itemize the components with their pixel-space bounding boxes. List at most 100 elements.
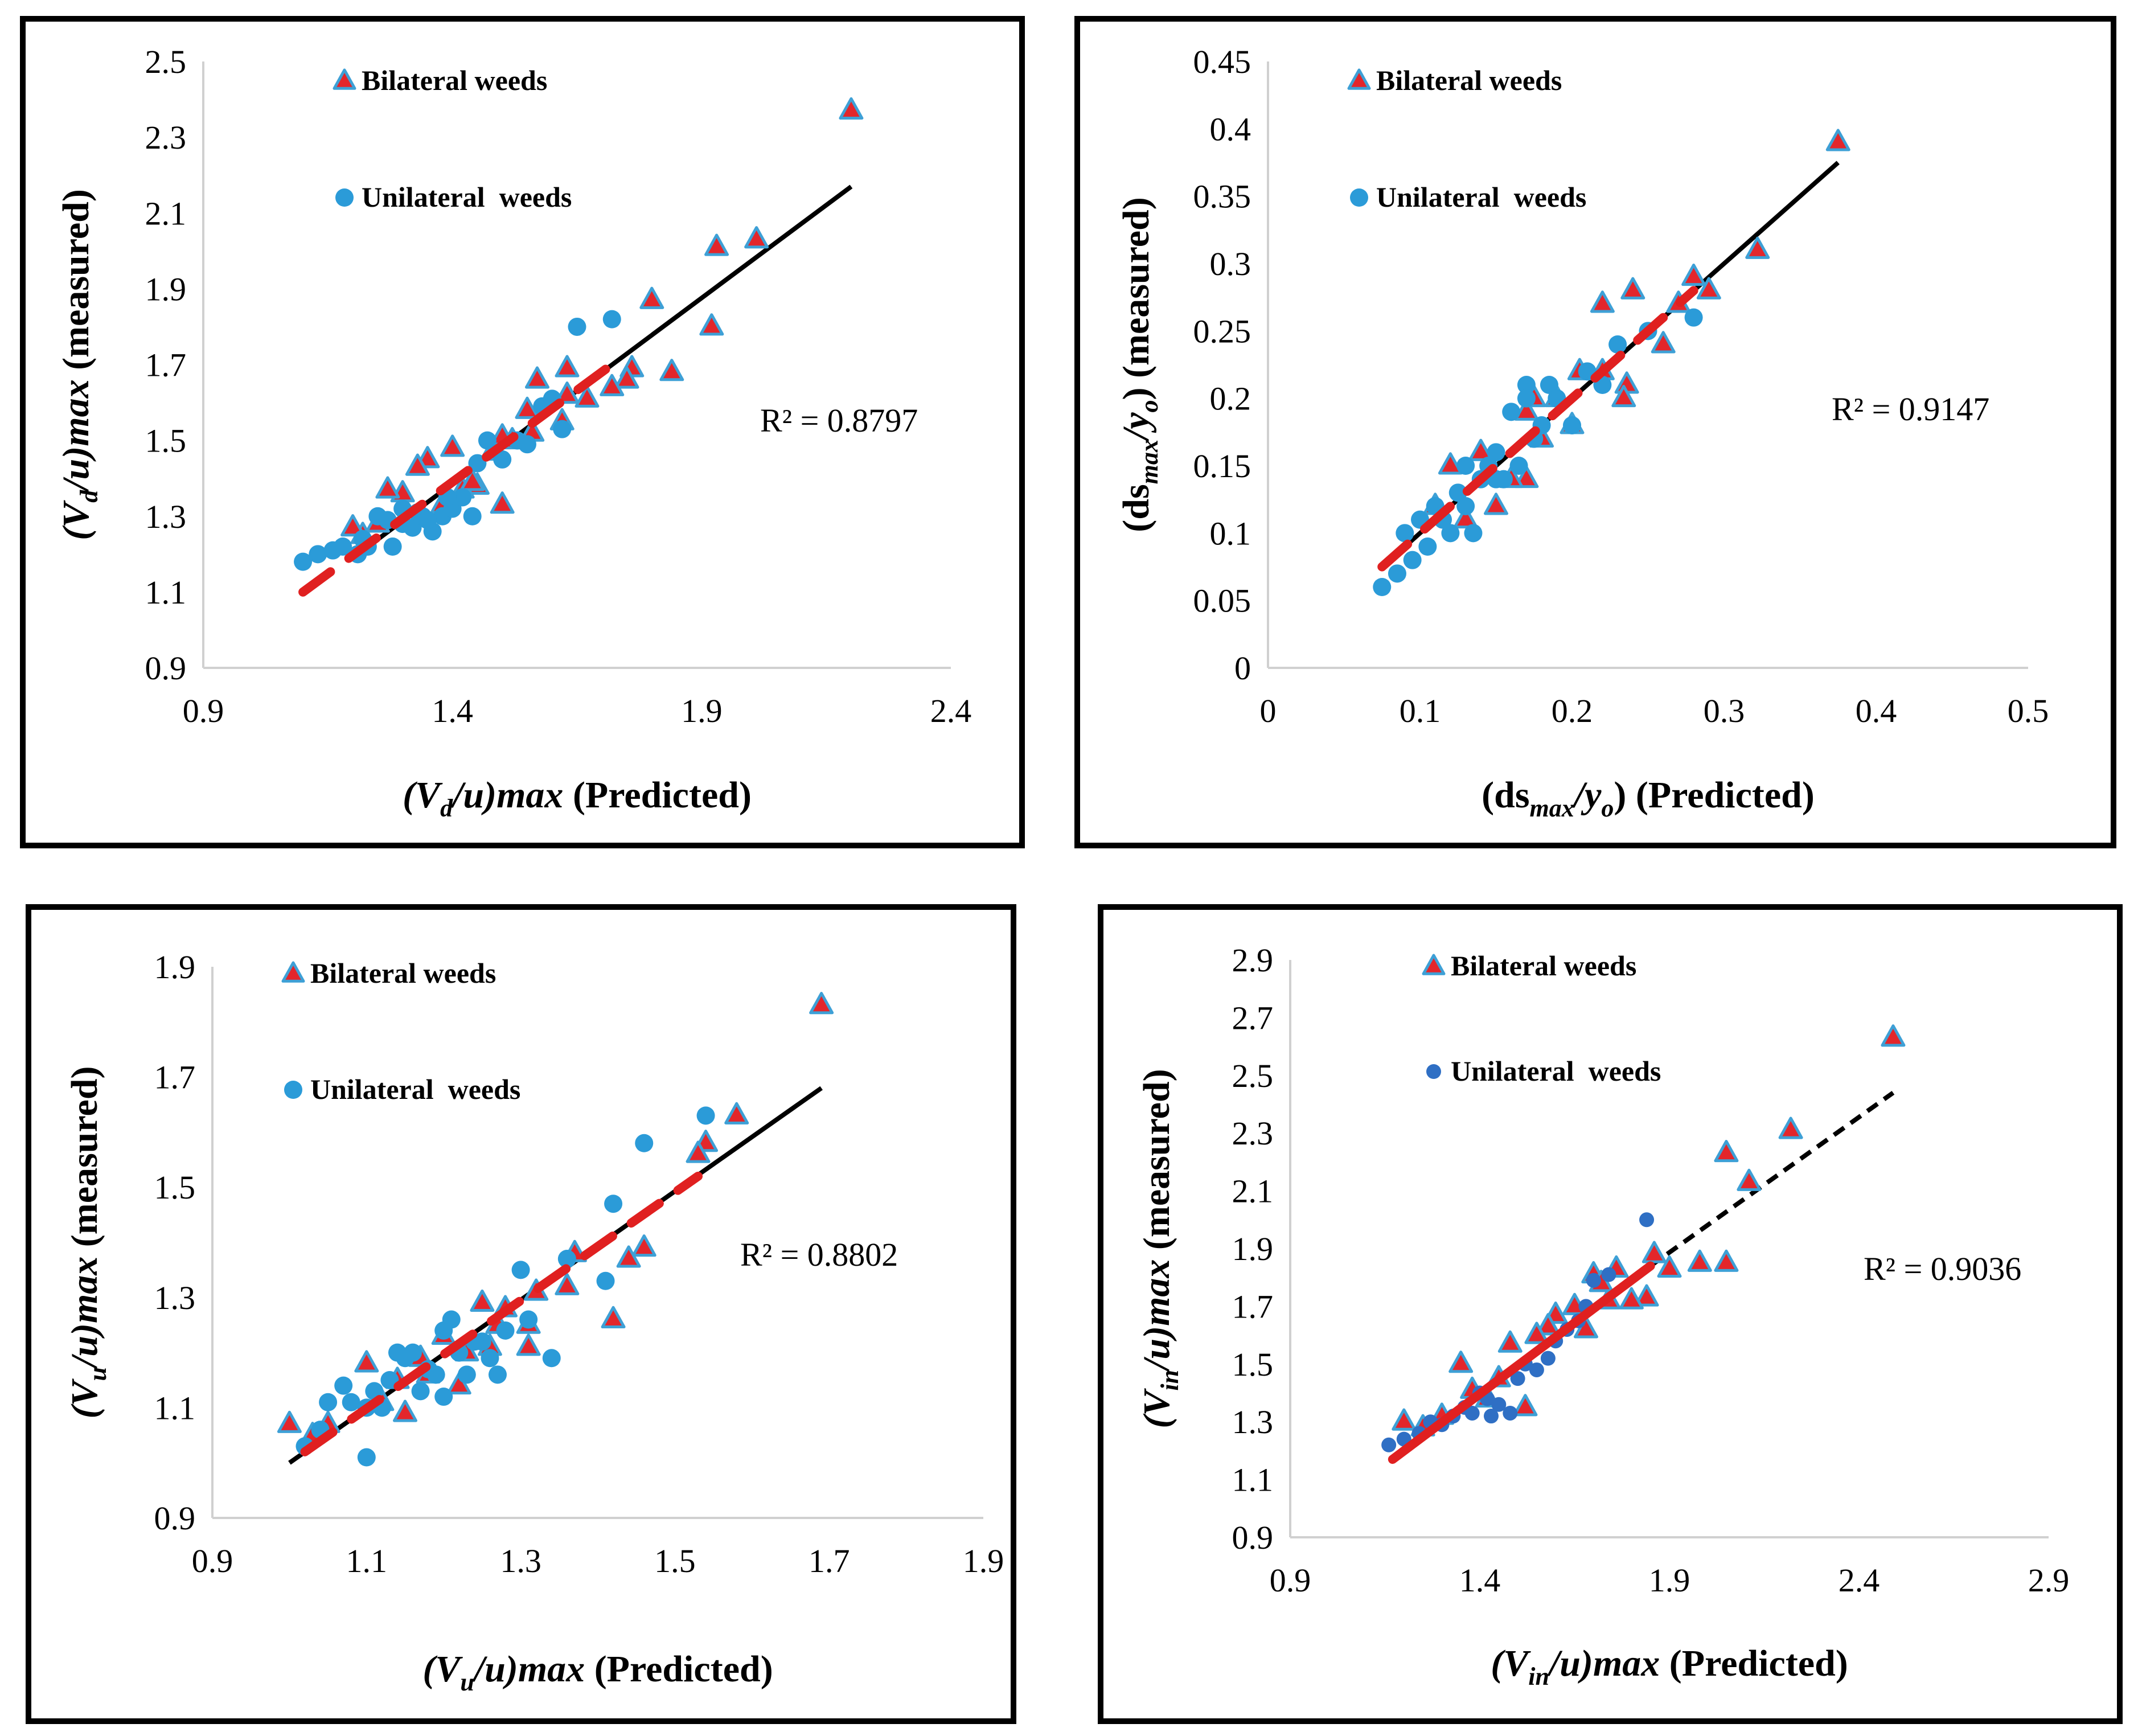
legend-circle-icon <box>284 1081 302 1099</box>
panel-vd: 0.9 1.1 1.3 1.5 1.7 1.9 2.1 2.3 2.5 0.9 1.4 1.9 2.4 B… <box>20 16 1025 848</box>
y-tick-label: 0.9 <box>145 650 187 687</box>
unilateral-point <box>453 488 472 507</box>
x-tick-label: 1.7 <box>809 1542 850 1579</box>
legend-unilateral: Unilateral weeds <box>362 181 572 213</box>
data-points <box>277 992 834 1467</box>
y-axis-label: (Vd/u)max (measured) <box>55 189 103 540</box>
bilateral-point <box>516 1333 541 1356</box>
bilateral-point <box>1687 1249 1712 1272</box>
bilateral-point <box>490 491 515 514</box>
y-tick-label: 1.9 <box>1232 1230 1274 1267</box>
x-tick-label: 1.5 <box>654 1542 696 1579</box>
y-tick-label: 1.7 <box>154 1059 196 1096</box>
y-tick-label: 0 <box>1234 650 1251 687</box>
y-tick-label: 0.1 <box>1210 515 1251 552</box>
unilateral-point <box>426 1365 445 1384</box>
y-axis-label: (Vin/u)max (measured) <box>1136 1069 1184 1428</box>
unilateral-point <box>1487 443 1505 462</box>
y-tick-label: 2.1 <box>1232 1173 1274 1210</box>
r-squared-label: R² = 0.9036 <box>1864 1250 2021 1287</box>
y-tick-label: 0.35 <box>1193 178 1251 215</box>
unilateral-point <box>518 435 536 454</box>
bilateral-point <box>631 1234 656 1257</box>
bilateral-point <box>1497 1330 1523 1353</box>
x-tick-label: 1.9 <box>963 1542 1004 1579</box>
y-tick-label: 0.25 <box>1193 313 1251 350</box>
legend-triangle-icon <box>333 68 356 90</box>
unilateral-point <box>342 1393 360 1411</box>
y-tick-label: 1.3 <box>154 1279 196 1316</box>
unilateral-point <box>1601 1267 1616 1282</box>
bilateral-point <box>1513 1394 1538 1417</box>
unilateral-point <box>1529 1362 1544 1377</box>
x-tick-label: 0.2 <box>1552 692 1593 729</box>
y-tick-label: 1.1 <box>1232 1462 1274 1499</box>
unilateral-point <box>493 450 512 469</box>
y-tick-label: 0.9 <box>1232 1519 1274 1556</box>
bilateral-point <box>1448 1351 1474 1373</box>
unilateral-point <box>635 1134 654 1152</box>
bilateral-point <box>440 434 465 457</box>
unilateral-point <box>1441 524 1460 543</box>
y-tick-label: 2.3 <box>1232 1115 1274 1152</box>
unilateral-point <box>596 1271 615 1290</box>
unilateral-point <box>553 420 572 438</box>
chart-vu-svg: 0.9 1.1 1.3 1.5 1.7 1.9 0.9 1.1 1.3 1.5 1.7 1.9 Bila… <box>64 949 1004 1696</box>
unilateral-point <box>383 537 402 556</box>
unilateral-point <box>557 1250 576 1269</box>
legend-bilateral: Bilateral weeds <box>1451 950 1636 982</box>
unilateral-point <box>1540 376 1558 394</box>
panel-vu: 0.9 1.1 1.3 1.5 1.7 1.9 0.9 1.1 1.3 1.5 1.7 1.9 Bila… <box>26 904 1016 1724</box>
legend-bilateral: Bilateral weeds <box>362 64 547 96</box>
unilateral-point <box>1563 416 1581 434</box>
unilateral-point <box>1608 335 1627 354</box>
bilateral-point <box>1514 465 1539 489</box>
unilateral-point <box>1464 524 1483 543</box>
y-tick-label: 1.3 <box>1232 1403 1274 1440</box>
unilateral-point <box>434 1388 453 1406</box>
bilateral-point <box>555 355 580 377</box>
x-axis-label: (Vin/u)max (Predicted) <box>1491 1643 1848 1690</box>
unilateral-point <box>478 431 496 450</box>
unilateral-point <box>309 545 327 564</box>
bilateral-point <box>1681 263 1706 286</box>
bilateral-point <box>600 374 625 396</box>
bilateral-point <box>1590 290 1615 313</box>
bilateral-point <box>515 396 540 419</box>
y-tick-label: 2.3 <box>145 119 187 156</box>
bilateral-point <box>659 359 684 381</box>
bilateral-point <box>524 366 549 389</box>
x-tick-label: 1.9 <box>1649 1562 1690 1599</box>
bilateral-point <box>1438 452 1463 475</box>
unilateral-point <box>568 317 586 336</box>
legend-circle-icon <box>1426 1064 1441 1079</box>
y-tick-label: 1.7 <box>1232 1288 1274 1325</box>
unilateral-point <box>1418 537 1437 556</box>
unilateral-point <box>404 1343 422 1362</box>
bilateral-point <box>616 1245 641 1268</box>
unilateral-point <box>1509 457 1528 475</box>
bilateral-point <box>1745 236 1770 259</box>
unilateral-point <box>1464 1405 1480 1421</box>
bilateral-point <box>277 1410 302 1433</box>
bilateral-point <box>744 226 769 249</box>
y-tick-label: 1.1 <box>145 574 187 611</box>
bilateral-point <box>340 514 366 537</box>
r-squared-label: R² = 0.9147 <box>1832 391 1989 428</box>
bilateral-point <box>1611 384 1636 408</box>
trend-line-red <box>300 1171 703 1456</box>
y-tick-label: 0.2 <box>1210 380 1251 417</box>
unilateral-point <box>1448 483 1467 502</box>
unilateral-point <box>696 1106 715 1125</box>
bilateral-point <box>1524 1322 1549 1344</box>
x-tick-label: 0.4 <box>1856 692 1897 729</box>
x-tick-label: 2.4 <box>1839 1562 1880 1599</box>
panel-vin: 0.9 1.1 1.3 1.5 1.7 1.9 2.1 2.3 2.5 2.7 2.9 0.9 1.4 1… <box>1098 904 2123 1724</box>
y-tick-label: 0.45 <box>1193 43 1251 80</box>
unilateral-point <box>1684 308 1703 327</box>
y-tick-label: 1.5 <box>1232 1346 1274 1383</box>
x-tick-label: 0.3 <box>1704 692 1745 729</box>
unilateral-point <box>488 1365 507 1384</box>
bilateral-point <box>405 453 430 476</box>
data-points <box>294 97 864 571</box>
